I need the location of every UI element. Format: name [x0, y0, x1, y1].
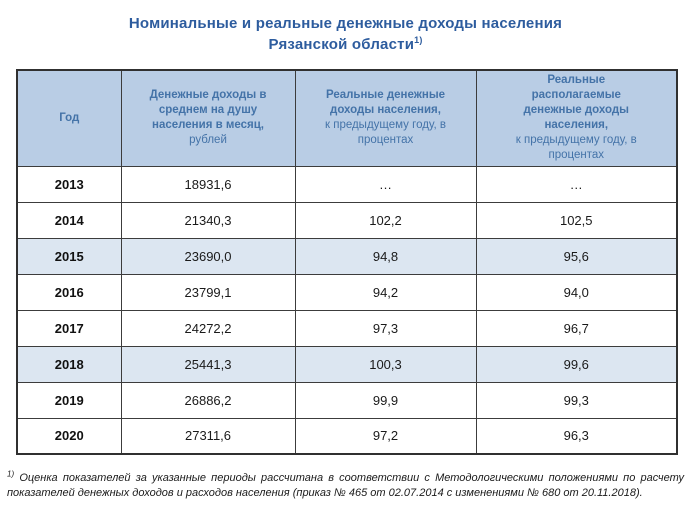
title-footnote-marker: 1) [414, 35, 423, 45]
table-row: 2018 25441,3 100,3 99,6 [16, 345, 678, 383]
income-cell: 21340,3 [120, 201, 296, 239]
income-cell: 25441,3 [120, 345, 296, 383]
real-disposable-cell: 99,6 [475, 345, 678, 383]
real-income-cell: 94,2 [294, 273, 477, 311]
real-disposable-cell: 102,5 [475, 201, 678, 239]
column-header-real-income: Реальные денежные доходы населения, к пре… [294, 69, 477, 167]
table-row: 2017 24272,2 97,3 96,7 [16, 309, 678, 347]
column-header-real-income-label: Реальные денежные доходы населения, [325, 89, 446, 117]
year-cell: 2014 [16, 201, 122, 239]
table-row: 2014 21340,3 102,2 102,5 [16, 201, 678, 239]
table-header: Год Денежные доходы в среднем на душу на… [16, 69, 678, 167]
footnote-marker: 1) [7, 469, 15, 479]
real-income-cell: 94,8 [294, 237, 477, 275]
real-income-cell: 100,3 [294, 345, 477, 383]
table-row: 2016 23799,1 94,2 94,0 [16, 273, 678, 311]
page-title: Номинальные и реальные денежные доходы н… [0, 0, 691, 55]
income-cell: 23690,0 [120, 237, 296, 275]
income-cell: 23799,1 [120, 273, 296, 311]
real-income-cell: 99,9 [294, 381, 477, 419]
column-header-real-disposable-label: Реальные располагаемые денежные доходы н… [523, 74, 630, 132]
page-title-line2: Рязанской области [268, 36, 415, 53]
column-header-year-label: Год [59, 111, 80, 124]
table-row: 2020 27311,6 97,2 96,3 [16, 417, 678, 455]
year-cell: 2015 [16, 237, 122, 275]
year-cell: 2013 [16, 165, 122, 203]
table-header-row: Год Денежные доходы в среднем на душу на… [16, 69, 678, 167]
column-header-income: Денежные доходы в среднем на душу населе… [120, 69, 296, 167]
real-disposable-cell: … [475, 165, 678, 203]
income-cell: 27311,6 [120, 417, 296, 455]
real-disposable-cell: 94,0 [475, 273, 678, 311]
column-header-real-disposable-unit: к предыдущему году, в процентах [515, 134, 637, 162]
column-header-income-label: Денежные доходы в среднем на душу населе… [149, 89, 267, 132]
real-income-cell: 97,3 [294, 309, 477, 347]
column-header-income-unit: рублей [189, 134, 227, 147]
real-income-cell: 97,2 [294, 417, 477, 455]
table-row: 2019 26886,2 99,9 99,3 [16, 381, 678, 419]
real-income-cell: 102,2 [294, 201, 477, 239]
table-row: 2013 18931,6 … … [16, 165, 678, 203]
real-disposable-cell: 96,3 [475, 417, 678, 455]
real-disposable-cell: 96,7 [475, 309, 678, 347]
real-income-cell: … [294, 165, 477, 203]
column-header-real-income-unit: к предыдущему году, в процентах [324, 119, 447, 147]
year-cell: 2018 [16, 345, 122, 383]
real-disposable-cell: 95,6 [475, 237, 678, 275]
year-cell: 2016 [16, 273, 122, 311]
page-title-line1: Номинальные и реальные денежные доходы н… [128, 15, 563, 32]
footnote: 1) Оценка показателей за указанные перио… [7, 469, 684, 501]
year-cell: 2017 [16, 309, 122, 347]
year-cell: 2020 [16, 417, 122, 455]
income-cell: 26886,2 [120, 381, 296, 419]
table-row: 2015 23690,0 94,8 95,6 [16, 237, 678, 275]
column-header-year: Год [16, 69, 122, 167]
footnote-text: Оценка показателей за указанные периоды … [7, 472, 684, 499]
income-table: Год Денежные доходы в среднем на душу на… [16, 69, 678, 455]
income-cell: 24272,2 [120, 309, 296, 347]
real-disposable-cell: 99,3 [475, 381, 678, 419]
column-header-real-disposable: Реальные располагаемые денежные доходы н… [475, 69, 678, 167]
income-cell: 18931,6 [120, 165, 296, 203]
year-cell: 2019 [16, 381, 122, 419]
table-body: 2013 18931,6 … … 2014 21340,3 102,2 102,… [16, 165, 678, 455]
